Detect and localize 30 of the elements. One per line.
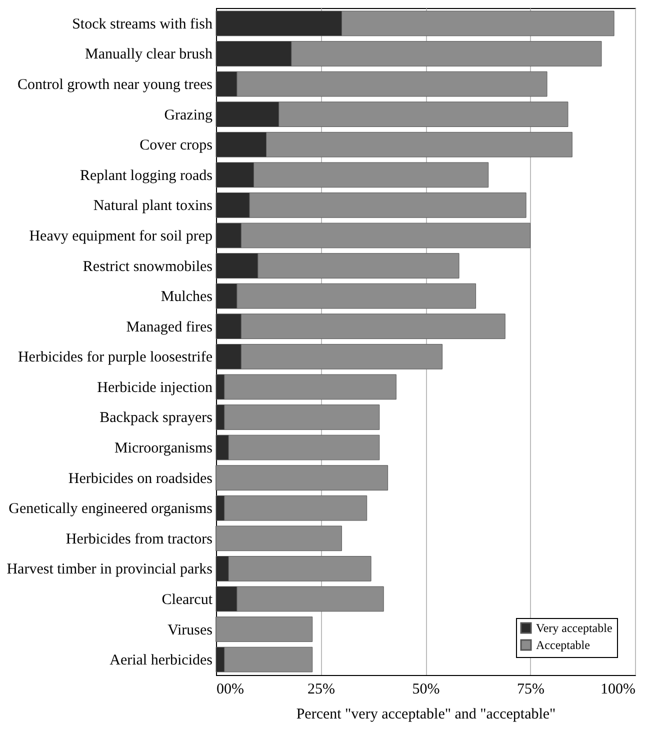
y-tick-label: Heavy equipment for soil prep	[29, 228, 212, 244]
y-tick-label: Natural plant toxins	[93, 198, 213, 214]
y-tick-label: Clearcut	[162, 592, 214, 608]
y-tick-label: Replant logging roads	[80, 168, 213, 184]
y-tick-label: Herbicides for purple loosestrife	[18, 350, 213, 366]
y-tick-label: Genetically engineered organisms	[8, 501, 213, 518]
y-tick-label: Harvest timber in provincial parks	[6, 562, 213, 578]
y-tick-label: Cover crops	[140, 138, 213, 154]
y-tick-label: Mulches	[160, 289, 213, 306]
legend-label: Acceptable	[536, 638, 590, 652]
x-tick-label: 00%	[216, 682, 244, 698]
y-tick-label: Managed fires	[126, 319, 213, 336]
x-tick-label: 25%	[308, 682, 335, 698]
x-tick-label: 75%	[517, 682, 544, 698]
y-tick-label: Microorganisms	[114, 440, 213, 457]
x-axis-title: Percent "very acceptable" and "acceptable"	[296, 706, 556, 722]
x-tick-label: 100%	[600, 682, 636, 698]
y-tick-label: Herbicide injection	[97, 380, 213, 396]
y-tick-label: Aerial herbicides	[110, 652, 213, 669]
y-tick-label: Backpack sprayers	[100, 410, 213, 426]
y-tick-label: Manually clear brush	[85, 46, 213, 63]
legend-label: Very acceptable	[536, 621, 612, 635]
y-tick-label: Viruses	[168, 622, 213, 638]
y-tick-label: Herbicides on roadsides	[68, 470, 213, 487]
y-tick-label: Control growth near young trees	[18, 77, 213, 94]
x-tick-label: 50%	[412, 682, 440, 698]
y-tick-label: Restrict snowmobiles	[82, 258, 213, 275]
y-tick-label: Herbicides from tractors	[66, 531, 213, 548]
y-tick-label: Stock streams with fish	[72, 16, 213, 32]
y-tick-label: Grazing	[164, 107, 213, 124]
